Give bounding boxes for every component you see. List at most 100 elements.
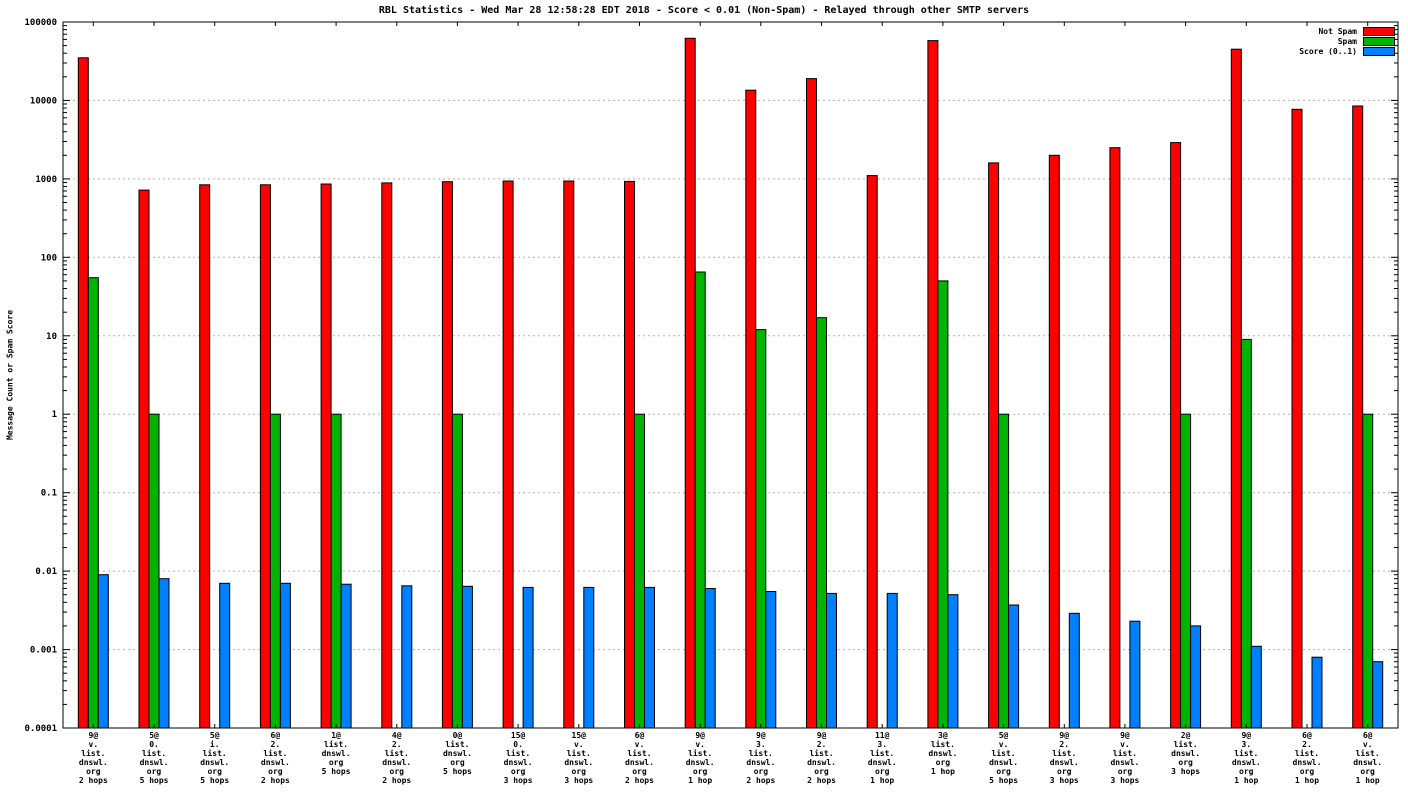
bar — [886, 592, 898, 729]
x-axis-category-label: 6@ 2. list. dnswl. org 2 hops — [260, 731, 290, 785]
x-axis-category-label: 9@ 2. list. dnswl. org 2 hops — [807, 731, 836, 785]
bar — [563, 180, 575, 729]
bar — [634, 413, 645, 729]
chart-title: RBL Statistics - Wed Mar 28 12:58:28 EDT… — [378, 5, 1030, 16]
bar — [816, 317, 827, 729]
x-axis-category-label: 9@ v. list. dnswl. org 3 hops — [1110, 731, 1140, 785]
bar — [988, 162, 1000, 729]
bar — [97, 574, 109, 729]
svg-text:10000: 10000 — [30, 96, 57, 106]
svg-text:100: 100 — [41, 253, 57, 263]
bar — [1109, 147, 1121, 729]
bar — [947, 594, 959, 729]
bar — [765, 591, 777, 729]
bar — [269, 413, 281, 729]
bar — [998, 413, 1010, 729]
x-axis-category-label: 9@ v. list. dnswl. org 1 hop — [685, 731, 715, 785]
svg-text:0.1: 0.1 — [41, 489, 57, 499]
bar — [87, 277, 99, 729]
x-axis-category-label: 5@ i. list. dnswl. org 5 hops — [200, 731, 230, 785]
bar — [1170, 142, 1182, 729]
legend-label: Score (0..1) — [1299, 47, 1357, 56]
bar — [1362, 413, 1374, 729]
bar — [259, 184, 271, 729]
bar — [219, 582, 231, 729]
x-axis-category-label: 1@ list. dnswl. org 5 hops — [321, 731, 351, 776]
bar — [1311, 656, 1323, 729]
bar — [199, 184, 211, 729]
bar — [694, 271, 706, 729]
x-axis-category-label: 2@ list. dnswl. org 3 hops — [1171, 731, 1201, 776]
bar — [522, 586, 534, 729]
legend-item: Not Spam — [1299, 27, 1395, 36]
bar — [401, 585, 413, 729]
bar — [502, 180, 514, 729]
svg-text:0.01: 0.01 — [35, 567, 57, 577]
legend-swatch — [1363, 47, 1395, 56]
legend-label: Not Spam — [1318, 27, 1357, 36]
bar — [1372, 661, 1384, 729]
bar — [1240, 338, 1252, 729]
bar — [644, 586, 655, 729]
x-axis-category-label: 15@ 0. list. dnswl. org 3 hops — [503, 731, 533, 785]
svg-text:1000: 1000 — [35, 175, 57, 185]
bar — [1352, 105, 1364, 729]
svg-text:10: 10 — [46, 332, 57, 342]
x-axis-category-label: 6@ 2. list. dnswl. org 1 hop — [1292, 731, 1322, 785]
x-axis-category-label: 9@ v. list. dnswl. org 2 hops — [78, 731, 108, 785]
bar — [138, 189, 150, 729]
bar — [340, 583, 352, 729]
svg-text:0.001: 0.001 — [30, 646, 57, 656]
x-axis-category-label: 6@ v. list. dnswl. org 1 hop — [1353, 731, 1383, 785]
legend-item: Score (0..1) — [1299, 47, 1395, 56]
bar — [330, 413, 342, 729]
bar — [1250, 645, 1262, 729]
bar — [745, 89, 757, 729]
bar — [320, 183, 332, 729]
bar — [1129, 620, 1141, 729]
legend: Not Spam Spam Score (0..1) — [1299, 27, 1395, 57]
bar — [866, 175, 878, 729]
bar — [755, 329, 767, 729]
legend-swatch — [1363, 27, 1395, 36]
bar — [1008, 604, 1020, 729]
x-axis-category-label: 9@ 2. list. dnswl. org 3 hops — [1049, 731, 1079, 785]
x-axis-category-label: 11@ 3. list. dnswl. org 1 hop — [867, 731, 897, 785]
bar — [684, 37, 696, 729]
x-axis-category-label: 5@ 0. list. dnswl. org 5 hops — [139, 731, 169, 785]
bar — [1230, 48, 1242, 729]
x-axis-category-label: 3@ list. dnswl. org 1 hop — [928, 731, 958, 776]
bar — [927, 40, 939, 729]
bar — [1291, 108, 1303, 729]
bar — [441, 181, 453, 729]
bar — [279, 582, 291, 729]
svg-text:100000: 100000 — [24, 18, 57, 28]
x-axis-category-label: 5@ v. list. dnswl. org 5 hops — [989, 731, 1019, 785]
legend-item: Spam — [1299, 37, 1395, 46]
bar — [1180, 413, 1192, 729]
bar — [148, 413, 160, 729]
bar — [704, 588, 716, 729]
x-axis-category-label: 9@ 3. list. dnswl. org 1 hop — [1231, 731, 1261, 785]
bar — [1048, 154, 1060, 729]
svg-text:0.0001: 0.0001 — [24, 724, 57, 734]
bar — [806, 78, 817, 729]
bar — [1068, 612, 1080, 729]
bar — [381, 182, 393, 729]
bar — [1190, 625, 1202, 729]
bar — [826, 592, 837, 729]
bar — [451, 413, 463, 729]
x-axis-category-label: 15@ v. list. dnswl. org 3 hops — [564, 731, 594, 785]
x-axis-category-label: 9@ 3. list. dnswl. org 2 hops — [746, 731, 776, 785]
bar — [583, 586, 595, 729]
bar — [937, 280, 949, 729]
x-axis-category-label: 6@ v. list. dnswl. org 2 hops — [625, 731, 654, 785]
svg-text:1: 1 — [52, 410, 57, 420]
legend-label: Spam — [1337, 37, 1357, 46]
bar — [624, 180, 635, 729]
bar — [77, 57, 89, 729]
bar — [461, 585, 473, 729]
bar — [158, 578, 170, 729]
